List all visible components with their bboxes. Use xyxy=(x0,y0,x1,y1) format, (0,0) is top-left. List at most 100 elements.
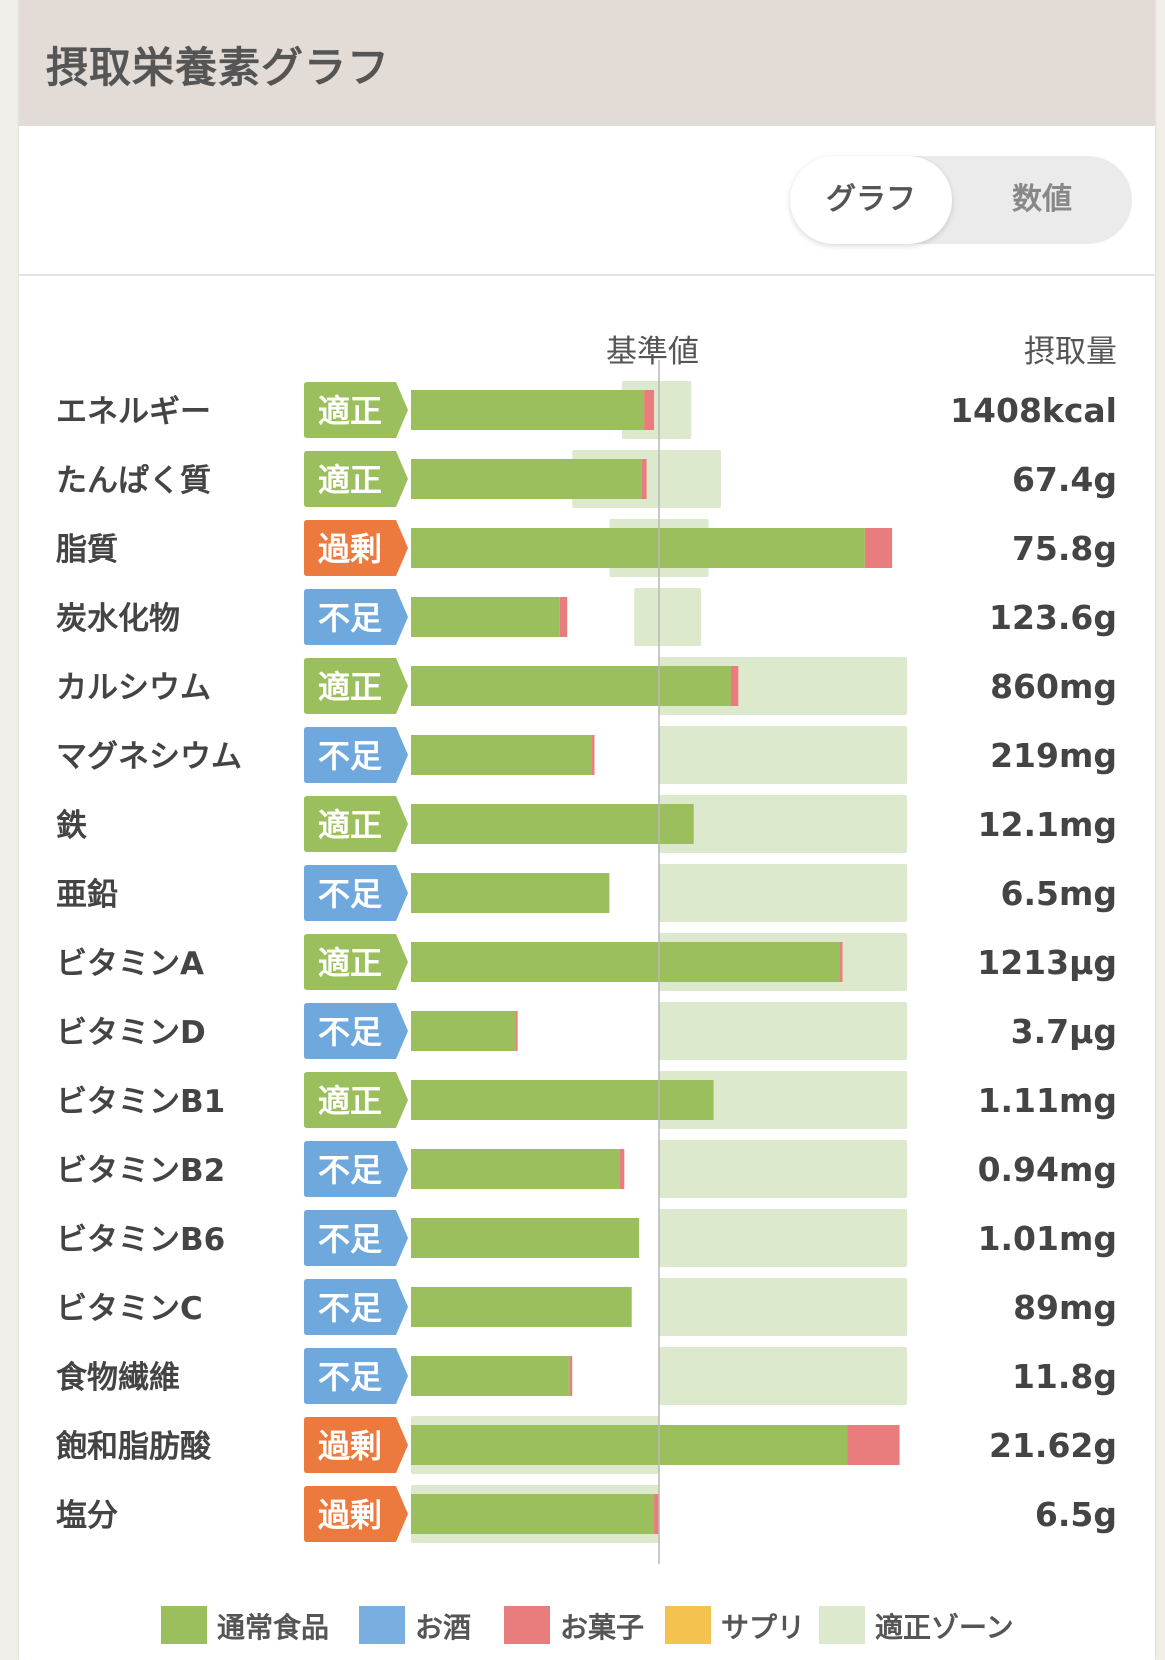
nutrient-label: ビタミンB6 xyxy=(56,1222,225,1258)
bar-segment-regular-food xyxy=(411,1425,848,1465)
status-badge xyxy=(304,1072,408,1128)
amount-value: 89mg xyxy=(1013,1288,1117,1327)
status-badge-label: 過剰 xyxy=(318,1427,382,1465)
legend-label: お菓子 xyxy=(560,1611,645,1644)
status-badge-label: 適正 xyxy=(318,461,382,499)
status-badge-label: 過剰 xyxy=(318,530,382,568)
bar-segment-regular-food xyxy=(411,459,642,499)
nutrient-label: 亜鉛 xyxy=(56,877,118,913)
status-badge xyxy=(304,658,408,714)
amount-value: 1.01mg xyxy=(978,1219,1117,1258)
legend-swatch xyxy=(665,1606,711,1644)
nutrient-label: ビタミンC xyxy=(56,1291,203,1327)
status-badge xyxy=(304,1486,408,1542)
legend-label: お酒 xyxy=(415,1611,472,1644)
bar-segment-snacks xyxy=(644,390,655,430)
bar-segment-snacks xyxy=(569,1356,573,1396)
bar-segment-snacks xyxy=(840,942,843,982)
amount-value: 1213µg xyxy=(977,943,1117,982)
nutrient-label: 塩分 xyxy=(56,1498,118,1534)
nutrient-label: ビタミンB2 xyxy=(56,1153,225,1189)
toggle-graph-button[interactable]: グラフ xyxy=(790,156,952,244)
status-badge xyxy=(304,934,408,990)
bar-segment-regular-food xyxy=(411,1287,632,1327)
bar-segment-snacks xyxy=(592,735,595,775)
legend-label: 適正ゾーン xyxy=(875,1611,1014,1644)
status-badge xyxy=(304,589,408,645)
status-badge-label: 適正 xyxy=(318,806,382,844)
proper-zone xyxy=(659,726,907,784)
status-badge xyxy=(304,1348,408,1404)
legend: 通常食品 お酒 お菓子 サプリ 適正ゾーン xyxy=(19,1602,1155,1648)
legend-swatch xyxy=(359,1606,405,1644)
nutrient-label: エネルギー xyxy=(56,394,211,430)
proper-zone xyxy=(659,1347,907,1405)
bar-segment-regular-food xyxy=(411,390,645,430)
bar-segment-snacks xyxy=(847,1425,900,1465)
toggle-number-button[interactable]: 数値 xyxy=(1012,182,1072,217)
amount-value: 67.4g xyxy=(1012,460,1117,499)
status-badge xyxy=(304,796,408,852)
nutrient-label: たんぱく質 xyxy=(56,463,211,499)
bar-segment-snacks xyxy=(559,597,568,637)
status-badge xyxy=(304,382,408,438)
proper-zone xyxy=(659,864,907,922)
amount-column-header: 摂取量 xyxy=(1024,334,1117,370)
bar-segment-regular-food xyxy=(411,597,560,637)
nutrient-label: 脂質 xyxy=(56,532,118,568)
nutrient-label: カルシウム xyxy=(56,670,211,706)
status-badge xyxy=(304,1003,408,1059)
status-badge-label: 不足 xyxy=(318,1151,382,1189)
amount-value: 6.5g xyxy=(1035,1495,1117,1534)
bar-segment-snacks xyxy=(619,1149,625,1189)
status-badge-label: 適正 xyxy=(318,1082,382,1120)
proper-zone xyxy=(659,1140,907,1198)
proper-zone xyxy=(659,795,907,853)
nutrient-label: ビタミンD xyxy=(56,1015,206,1051)
amount-value: 1.11mg xyxy=(978,1081,1117,1120)
amount-value: 0.94mg xyxy=(978,1150,1117,1189)
legend-swatch xyxy=(161,1606,207,1644)
legend-swatch xyxy=(819,1606,865,1644)
amount-value: 3.7µg xyxy=(1011,1012,1117,1051)
bar-segment-snacks xyxy=(864,528,893,568)
proper-zone xyxy=(659,1071,907,1129)
status-badge xyxy=(304,451,408,507)
status-badge xyxy=(304,520,408,576)
nutrient-label: ビタミンA xyxy=(56,946,204,982)
bar-segment-regular-food xyxy=(411,1149,620,1189)
status-badge-label: 不足 xyxy=(318,737,382,775)
status-badge xyxy=(304,1417,408,1473)
page-title: 摂取栄養素グラフ xyxy=(46,43,391,92)
nutrient-label: 飽和脂肪酸 xyxy=(56,1429,212,1465)
status-badge-label: 適正 xyxy=(318,392,382,430)
status-badge-label: 適正 xyxy=(318,668,382,706)
nutrient-label: 食物繊維 xyxy=(56,1360,180,1396)
view-toggle[interactable]: グラフ 数値 xyxy=(790,156,1132,244)
bar-segment-snacks xyxy=(641,459,647,499)
amount-value: 123.6g xyxy=(989,598,1117,637)
bar-segment-snacks xyxy=(730,666,739,706)
status-badge xyxy=(304,865,408,921)
amount-value: 6.5mg xyxy=(1001,874,1117,913)
card-header: 摂取栄養素グラフ xyxy=(19,0,1155,126)
bar-segment-regular-food xyxy=(411,942,841,982)
proper-zone xyxy=(634,588,702,646)
legend-label: サプリ xyxy=(721,1611,806,1644)
status-badge xyxy=(304,1279,408,1335)
bar-segment-regular-food xyxy=(411,873,610,913)
bar-segment-snacks xyxy=(654,1494,659,1534)
status-badge xyxy=(304,1210,408,1266)
status-badge-label: 過剰 xyxy=(318,1496,382,1534)
proper-zone xyxy=(659,1278,907,1336)
nutrient-label: ビタミンB1 xyxy=(56,1084,225,1120)
nutrient-label: マグネシウム xyxy=(56,739,242,775)
status-badge xyxy=(304,1141,408,1197)
status-badge-label: 不足 xyxy=(318,1358,382,1396)
amount-value: 11.8g xyxy=(1012,1357,1117,1396)
legend-label: 通常食品 xyxy=(217,1611,330,1644)
amount-value: 75.8g xyxy=(1012,529,1117,568)
proper-zone xyxy=(659,1209,907,1267)
amount-value: 21.62g xyxy=(989,1426,1117,1465)
